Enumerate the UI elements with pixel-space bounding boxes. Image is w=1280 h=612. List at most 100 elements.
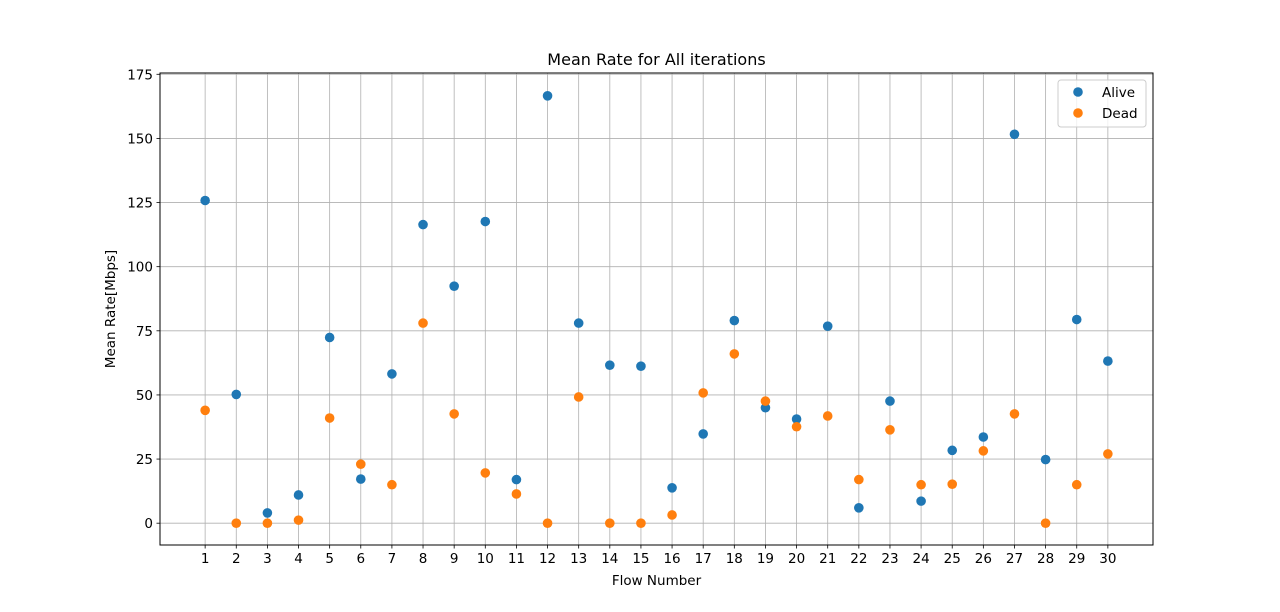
x-tick-label: 14 [601, 551, 618, 567]
x-tick-label: 16 [663, 551, 680, 567]
point-alive [418, 219, 428, 230]
x-tick-label: 19 [757, 551, 774, 567]
point-alive [822, 321, 833, 331]
x-tick-label: 12 [539, 551, 556, 567]
point-alive [1009, 129, 1020, 140]
point-dead [324, 413, 335, 423]
plot-area-frame [159, 72, 1154, 546]
point-alive [854, 503, 864, 513]
legend-marker-alive [1073, 87, 1083, 97]
x-tick-label: 21 [819, 551, 836, 567]
point-alive [760, 402, 771, 413]
y-tick-label: 175 [127, 67, 153, 83]
point-dead [387, 479, 397, 490]
x-tick-label: 17 [695, 551, 712, 567]
point-dead [1040, 518, 1051, 528]
x-tick-label: 5 [325, 551, 334, 567]
point-dead [480, 468, 491, 478]
point-alive [947, 445, 958, 456]
point-alive [324, 332, 335, 343]
x-tick-label: 6 [356, 551, 365, 567]
point-dead [729, 349, 740, 359]
point-dead [791, 421, 802, 432]
point-dead [262, 518, 273, 528]
x-tick-label: 15 [632, 551, 649, 567]
point-dead [698, 388, 708, 398]
point-alive [200, 195, 210, 206]
x-tick-label: 22 [850, 551, 867, 567]
grid-lines [160, 73, 1153, 545]
point-dead [667, 510, 677, 520]
point-alive [605, 360, 615, 370]
x-tick-label: 18 [726, 551, 743, 567]
y-tick-label: 125 [127, 196, 153, 212]
legend-label-dead: Dead [1102, 106, 1138, 122]
data-points [200, 91, 1113, 528]
point-alive [1103, 356, 1113, 366]
x-tick-label: 27 [1006, 551, 1023, 567]
point-dead [573, 392, 584, 402]
point-dead [978, 446, 989, 456]
legend-label-alive: Alive [1102, 85, 1135, 101]
point-dead [418, 318, 428, 328]
point-alive [885, 396, 895, 406]
point-alive [293, 490, 304, 500]
x-tick-label: 11 [508, 551, 525, 567]
x-tick-label: 4 [294, 551, 303, 567]
point-alive [1071, 314, 1082, 325]
y-tick-label: 50 [136, 388, 153, 404]
y-axis-ticks: 0 25 50 75 100 125 150 175 [127, 67, 160, 532]
x-tick-label: 7 [388, 551, 397, 567]
point-alive [916, 496, 926, 506]
point-alive [262, 508, 273, 518]
y-tick-label: 150 [127, 131, 153, 147]
point-dead [916, 479, 926, 490]
point-alive [231, 389, 242, 400]
point-dead [511, 489, 522, 499]
y-tick-label: 25 [136, 452, 153, 468]
y-tick-label: 75 [136, 324, 153, 340]
x-tick-label: 13 [570, 551, 587, 567]
point-dead [293, 515, 304, 525]
x-tick-label: 10 [477, 551, 494, 567]
x-tick-label: 23 [881, 551, 898, 567]
x-tick-label: 2 [232, 551, 241, 567]
point-dead [636, 518, 646, 528]
y-tick-label: 100 [127, 260, 153, 276]
x-axis-ticks: 1 2 3 4 5 6 7 8 9 10 11 12 13 14 15 16 17 18 19 20 21 22 23 24 2… [201, 545, 1116, 567]
point-dead [1071, 479, 1082, 490]
point-alive [480, 216, 491, 227]
point-alive [387, 369, 397, 379]
point-dead [231, 518, 242, 528]
x-tick-label: 25 [944, 551, 961, 567]
point-alive [355, 474, 366, 484]
x-tick-label: 20 [788, 551, 805, 567]
x-tick-label: 24 [912, 551, 929, 567]
point-dead [1103, 449, 1113, 459]
point-dead [1009, 409, 1020, 419]
y-tick-label: 0 [144, 516, 153, 532]
point-alive [978, 432, 989, 442]
x-tick-label: 9 [450, 551, 459, 567]
x-tick-label: 26 [975, 551, 992, 567]
point-dead [605, 518, 615, 528]
x-tick-label: 29 [1068, 551, 1085, 567]
point-dead [947, 479, 958, 490]
legend: Alive Dead [1057, 79, 1147, 128]
point-dead [760, 396, 771, 406]
x-tick-label: 8 [419, 551, 428, 567]
point-alive [1040, 454, 1051, 465]
point-dead [854, 474, 864, 485]
point-dead [200, 405, 210, 416]
point-alive [729, 315, 740, 326]
point-dead [355, 459, 366, 469]
point-dead [822, 411, 833, 421]
chart-title: Mean Rate for All iterations [547, 50, 765, 69]
point-dead [449, 409, 459, 419]
x-tick-label: 3 [263, 551, 272, 567]
x-tick-label: 1 [201, 551, 210, 567]
point-dead [542, 518, 553, 528]
x-tick-label: 28 [1037, 551, 1054, 567]
point-alive [667, 482, 677, 493]
